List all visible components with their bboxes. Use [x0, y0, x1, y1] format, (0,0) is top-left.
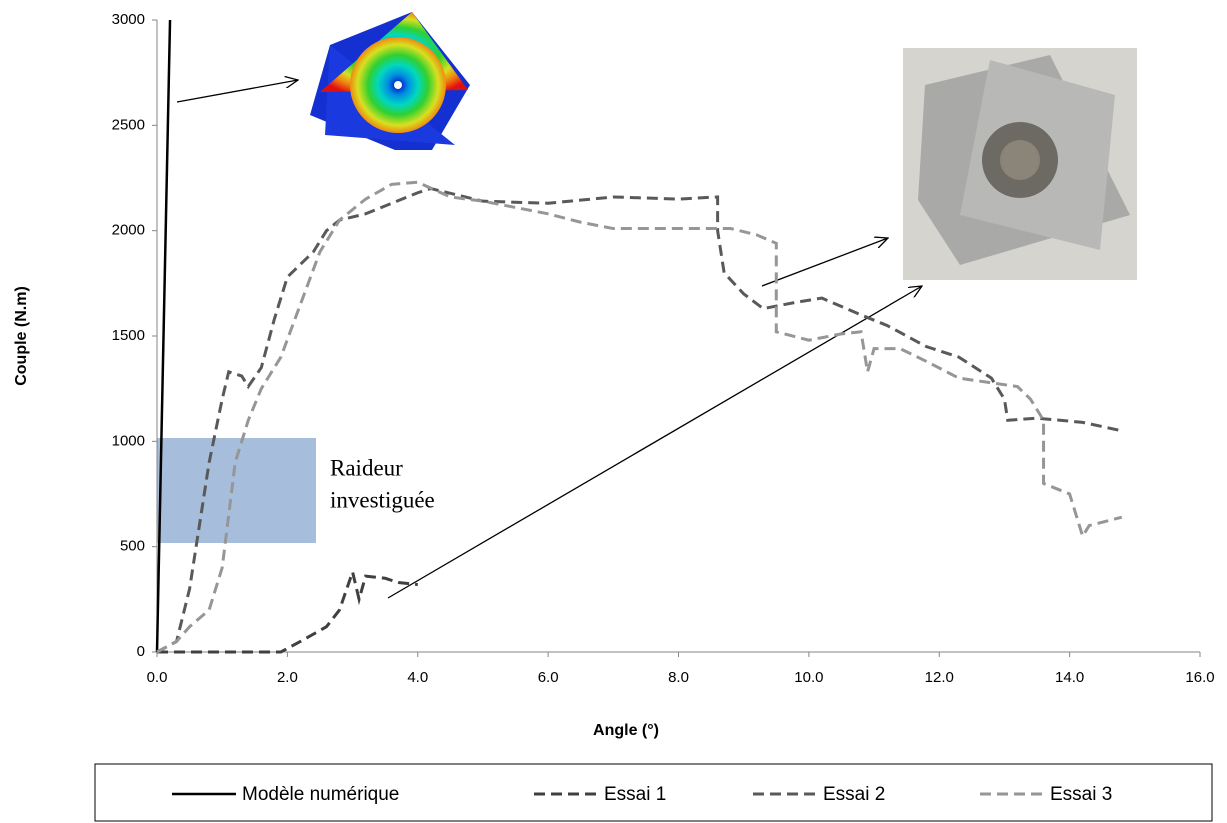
fem-image: [310, 12, 470, 150]
arrow: [176, 80, 298, 103]
x-tick-label: 4.0: [407, 669, 428, 686]
annotation: Raideur: [330, 455, 403, 480]
legend-box: [94, 763, 1213, 822]
x-axis-title: Angle (°): [593, 722, 659, 739]
legend-label: Modèle numérique: [242, 784, 399, 805]
legend-label: Essai 2: [823, 784, 885, 805]
y-axis-title: Couple (N.m): [13, 286, 30, 386]
photo: [903, 48, 1137, 280]
y-tick-label: 1000: [112, 432, 145, 449]
arrow: [387, 286, 922, 599]
y-tick-label: 1500: [112, 327, 145, 344]
y-tick-label: 2000: [112, 222, 145, 239]
legend-label: Essai 3: [1050, 784, 1112, 805]
y-tick-label: 0: [137, 643, 145, 660]
legend-label: Essai 1: [604, 784, 666, 805]
x-tick-label: 2.0: [277, 669, 298, 686]
x-tick-label: 12.0: [925, 669, 954, 686]
x-tick-label: 0.0: [147, 669, 168, 686]
y-tick-label: 2500: [112, 116, 145, 133]
x-tick-label: 14.0: [1055, 669, 1084, 686]
annotation: investiguée: [330, 487, 435, 512]
series-line: [157, 566, 418, 654]
arrow: [761, 238, 888, 287]
series-line: [156, 180, 1123, 654]
x-tick-label: 8.0: [668, 669, 689, 686]
x-tick-label: 10.0: [794, 669, 823, 686]
series-line: [155, 19, 172, 653]
x-tick-label: 6.0: [538, 669, 559, 686]
y-tick-label: 500: [120, 538, 145, 555]
y-tick-label: 3000: [112, 11, 145, 28]
x-tick-label: 16.0: [1185, 669, 1214, 686]
series-line: [156, 186, 1123, 654]
